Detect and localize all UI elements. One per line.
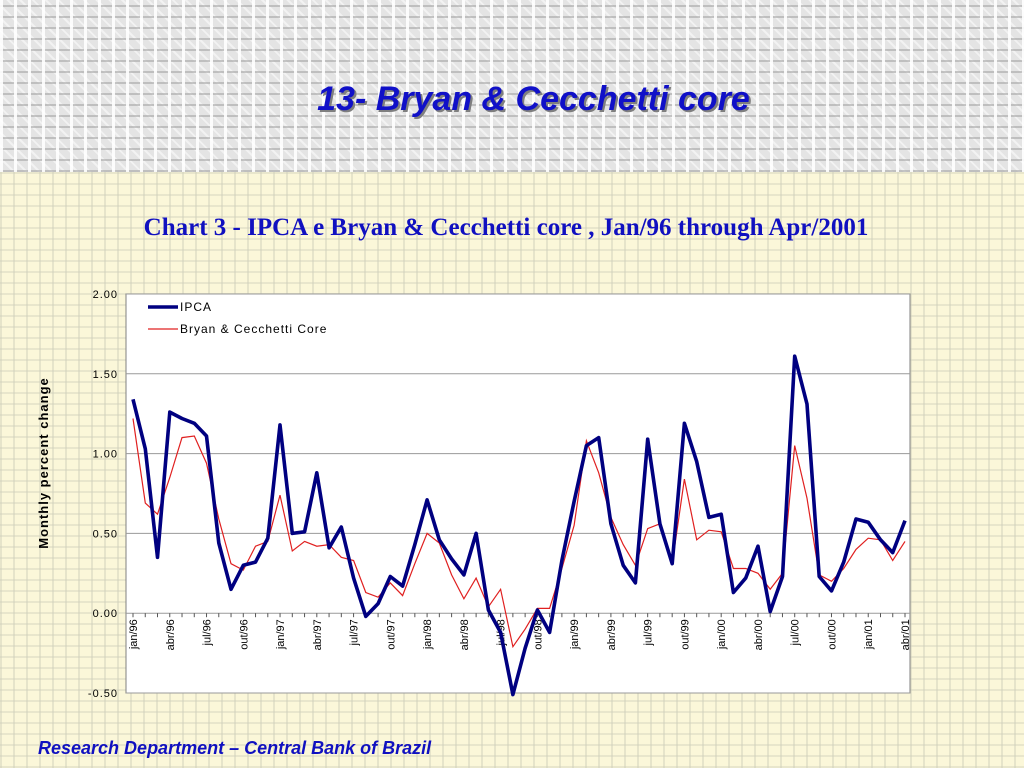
y-tick-label: -0.50: [88, 688, 118, 700]
x-tick-label: jan/01: [863, 619, 875, 650]
x-tick-label: jan/98: [422, 619, 434, 650]
x-tick-label: out/99: [679, 619, 691, 650]
series-line-core: [132, 418, 906, 649]
x-tick-label: jan/97: [275, 619, 287, 650]
y-tick-label: 1.00: [93, 449, 118, 461]
x-tick-label: jul/00: [790, 619, 802, 646]
x-tick-label: abr/99: [606, 619, 618, 650]
footer: Research Department – Central Bank of Br…: [38, 738, 432, 758]
x-tick-label: abr/98: [459, 619, 471, 650]
header-texture: [0, 0, 1024, 172]
x-tick-label: jan/99: [569, 619, 581, 650]
y-axis-label: Monthly percent change: [36, 377, 51, 549]
x-tick-label: out/97: [385, 619, 397, 650]
y-tick-label: 1.50: [93, 369, 118, 381]
x-tick-label: abr/00: [753, 619, 765, 650]
x-tick-label: jul/97: [349, 619, 361, 646]
legend: IPCA Bryan & Cecchetti Core: [148, 300, 327, 336]
x-tick-label: jul/96: [202, 619, 214, 646]
plot-area: [125, 293, 911, 694]
chart-title: Chart 3 - IPCA e Bryan & Cecchetti core …: [143, 214, 869, 241]
y-tick-label: 0.00: [93, 608, 118, 620]
y-axis: 2.00 1.50 1.00 0.50 0.00 -0.50: [88, 289, 118, 700]
legend-label-ipca: IPCA: [180, 300, 212, 314]
slide-title: 13- Bryan & Cecchetti core: [317, 80, 750, 118]
x-tick-label: out/00: [826, 619, 838, 650]
series-line-ipca: [131, 354, 907, 697]
x-tick-label: abr/96: [165, 619, 177, 650]
y-tick-label: 0.50: [93, 528, 118, 540]
x-tick-label: jan/96: [128, 619, 140, 650]
x-tick-label: out/96: [238, 619, 250, 650]
x-tick-label: out/98: [532, 619, 544, 650]
legend-label-core: Bryan & Cecchetti Core: [180, 322, 327, 336]
y-tick-label: 2.00: [93, 289, 118, 301]
x-tick-label: abr/97: [312, 619, 324, 650]
grid: [126, 293, 910, 694]
x-tick-label: jan/00: [716, 619, 728, 650]
x-tick-label: jul/99: [643, 619, 655, 646]
x-tick-label: abr/01: [900, 619, 912, 650]
